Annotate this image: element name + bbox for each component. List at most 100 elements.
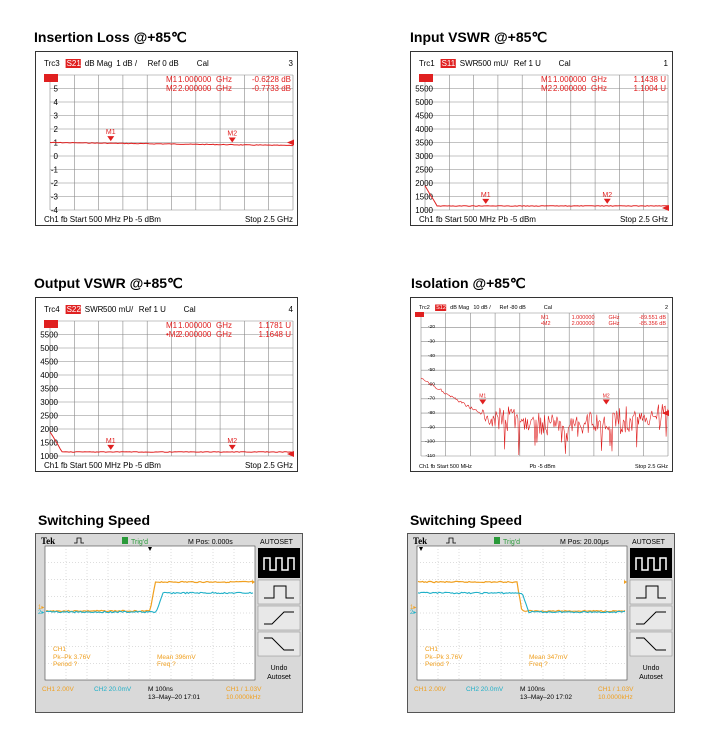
scope-brand: Tek	[413, 536, 427, 546]
scope-stat-right: Freq ?	[157, 661, 176, 668]
marker-readout-unit: GHz	[591, 84, 607, 93]
marker-readout-name: M1	[166, 321, 178, 330]
header-ref: Ref 0 dB	[148, 59, 179, 68]
marker-readout-value: -89.551 dB	[639, 315, 666, 321]
scope-bottom-m: M 100ns	[148, 686, 174, 693]
autoset-option-rising-edge	[629, 605, 673, 631]
marker-label-m2: M2	[603, 394, 610, 400]
falling-edge-icon	[264, 637, 294, 651]
marker-readout-unit: GHz	[216, 330, 232, 339]
scope-bottom-trig: CH1 / 1.03V	[226, 686, 262, 693]
marker-triangle-m1	[479, 399, 487, 405]
scope-stat-left: Period ?	[425, 661, 450, 668]
header-param: S11	[442, 59, 456, 68]
ch1-ground-marker: 1▸	[38, 605, 44, 611]
trace-line	[420, 377, 669, 456]
y-tick-label: -20	[428, 324, 435, 330]
marker-readout-name: •M2	[541, 321, 551, 327]
marker-readout-name: M1	[541, 75, 553, 84]
header-scale: 500 mU/	[103, 305, 134, 314]
y-tick-label: 2000	[415, 179, 433, 188]
vna-panel-output-vswr: Trc4 S22 SWR 500 mU/Ref 1 U Cal 4 5500 5000 4500…	[35, 297, 298, 472]
ref-arrow	[287, 451, 294, 457]
footer-ch: Ch1 fb Start 500 MHz Pb -5 dBm	[44, 461, 161, 470]
vna-panel-input-vswr: Trc1 S11 SWR 500 mU/Ref 1 U Cal 1 5500 5000 4500…	[410, 51, 673, 226]
marker-label-m2: M2	[602, 192, 612, 199]
ch2-ground-marker: 2▸	[38, 610, 44, 616]
y-tick-label: 1000	[415, 206, 433, 215]
ch1-waveform	[417, 580, 626, 613]
header-scale: 10 dB /	[473, 305, 491, 311]
chart-title-isolation: Isolation @+85℃	[411, 275, 526, 291]
autoset-option-falling-edge	[257, 631, 301, 657]
trace-line	[424, 185, 668, 207]
y-tick-label: 2500	[415, 165, 433, 174]
header-num: 1	[664, 59, 669, 68]
trace-line	[49, 141, 294, 147]
marker-readout-unit: GHz	[609, 321, 620, 327]
header-cal: Cal	[184, 305, 196, 314]
y-tick-label: -110	[425, 453, 435, 459]
scope-bottom-ch1: CH1 2.00V	[414, 686, 446, 693]
y-tick-label: -70	[428, 396, 435, 402]
trigger-position-marker	[419, 547, 423, 551]
y-tick-label: 3	[54, 111, 59, 120]
y-tick-label: 1500	[415, 192, 433, 201]
marker-label-m1: M1	[479, 394, 486, 400]
scope-bottom-trig: CH1 / 1.03V	[598, 686, 634, 693]
y-tick-label: -4	[51, 206, 59, 215]
insertion-loss-chart: Trc3 S21 dB Mag 1 dB / Ref 0 dB Cal 3543210-1-…	[44, 59, 294, 224]
ref-arrow	[662, 205, 669, 211]
y-tick-label: -90	[428, 424, 435, 430]
header-num: 3	[289, 59, 294, 68]
scope-stat-left: Period ?	[53, 661, 78, 668]
autoset-option-single-cycle	[257, 579, 301, 605]
ref-arrow	[662, 410, 669, 417]
autoset-option-falling-edge	[629, 631, 673, 657]
output-vswr-chart: Trc4 S22 SWR 500 mU/Ref 1 U Cal 4 5500 5000 4500…	[40, 305, 294, 470]
y-tick-label: 0	[54, 152, 59, 161]
marker-readout-unit: GHz	[216, 321, 232, 330]
autoset-option-rising-edge	[257, 605, 301, 631]
chart-title-insertion: Insertion Loss @+85℃	[34, 29, 187, 45]
trace-tag	[419, 74, 433, 82]
y-tick-label: -80	[428, 410, 435, 416]
input-vswr-chart: Trc1 S11 SWR 500 mU/Ref 1 U Cal 1 5500 5000 4500…	[415, 59, 669, 224]
header-param: S12	[436, 305, 446, 311]
footer-power: Pb -5 dBm	[530, 464, 556, 470]
scope-stat-left: Pk–Pk 3.76V	[425, 654, 463, 661]
header-ref: Ref -80 dB	[500, 305, 527, 311]
marker-readout-value: -0.7733 dB	[252, 84, 291, 93]
scope-title-on: Switching Speed	[38, 512, 151, 528]
y-tick-label: -2	[51, 179, 59, 188]
footer-stop: Stop 2.5 GHz	[245, 461, 293, 470]
y-tick-label: 5000	[415, 98, 433, 107]
header-cal: Cal	[544, 305, 552, 311]
ch1-ground-marker: 1▸	[410, 605, 416, 611]
scope-bottom-date: 13–May–20 17:01	[148, 694, 200, 701]
rising-edge-icon	[636, 611, 666, 625]
marker-readout-unit: GHz	[216, 84, 232, 93]
scope-screen-off: Tek Trig'd M Pos: 20.00μs AUTOSET 2▸1▸ CH1Pk–…	[410, 536, 673, 701]
marker-readout-freq: 2.000000	[178, 330, 212, 339]
marker-readout-value: 1.1648 U	[259, 330, 292, 339]
scope-trig-state: Trig'd	[131, 539, 148, 546]
y-tick-label: -3	[51, 192, 59, 201]
scope-screen-on: Tek Trig'd M Pos: 0.000s AUTOSET 2▸1▸ CH1Pk–P…	[38, 536, 301, 701]
trace-tag	[44, 320, 58, 328]
y-tick-label: 3000	[415, 152, 433, 161]
header-num: 4	[289, 305, 294, 314]
autoset-option-single-cycle	[629, 579, 673, 605]
trig-status-icon	[122, 537, 128, 544]
scope-autoset-label: AUTOSET	[632, 539, 666, 546]
scope-mpos: M Pos: 0.000s	[188, 539, 233, 546]
marker-triangle-m2	[603, 198, 611, 204]
y-tick-label: -30	[428, 339, 435, 345]
marker-readout-freq: 1.000000	[178, 321, 212, 330]
undo-label: Undo	[643, 665, 660, 672]
y-tick-label: 4500	[415, 111, 433, 120]
scope-bottom-ch2: CH2 20.0mV	[94, 686, 132, 693]
undo-label: Undo	[271, 665, 288, 672]
param-badge-param	[65, 305, 81, 314]
single-cycle-icon	[636, 585, 666, 599]
